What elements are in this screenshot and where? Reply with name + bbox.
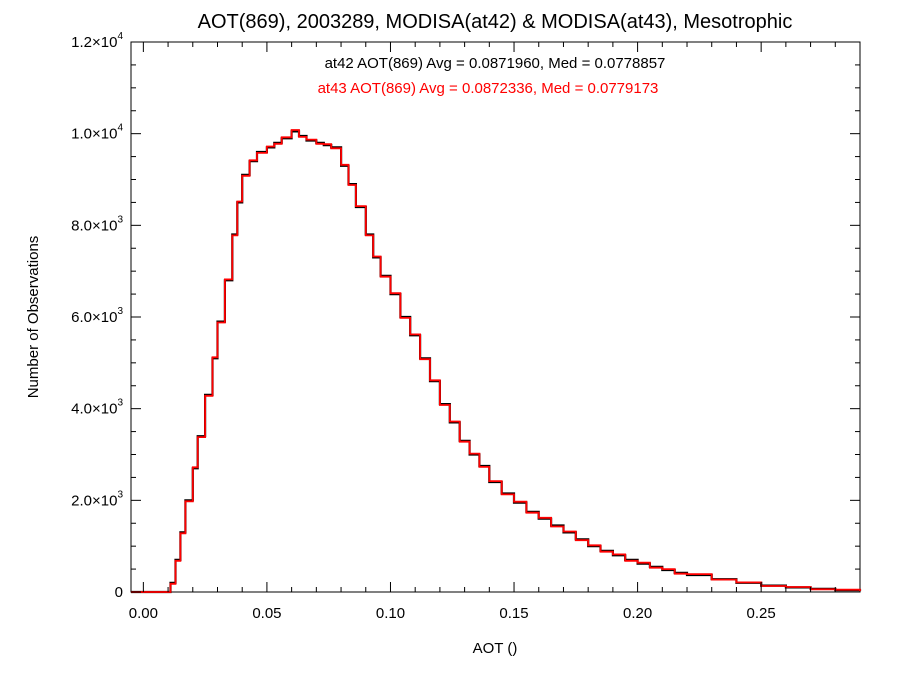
x-tick-label: 0.20 bbox=[623, 605, 652, 622]
plot-area bbox=[131, 129, 862, 594]
y-tick-mantissa: 1.2×10 bbox=[71, 34, 117, 51]
y-tick-exponent: 3 bbox=[117, 398, 123, 409]
y-tick-label: 2.0×103 bbox=[71, 489, 123, 509]
annotation-at43: at43 AOT(869) Avg = 0.0872336, Med = 0.0… bbox=[318, 80, 659, 97]
chart-title: AOT(869), 2003289, MODISA(at42) & MODISA… bbox=[198, 11, 793, 33]
y-tick-exponent: 4 bbox=[117, 31, 123, 42]
y-tick-mantissa: 8.0×10 bbox=[71, 217, 117, 234]
y-tick-label: 1.2×104 bbox=[71, 31, 123, 51]
y-tick-label: 8.0×103 bbox=[71, 214, 123, 234]
series-at43-histogram bbox=[131, 129, 861, 593]
y-tick-mantissa: 6.0×10 bbox=[71, 309, 117, 326]
x-tick-label: 0.05 bbox=[252, 605, 281, 622]
x-tick-label: 0.00 bbox=[129, 605, 158, 622]
y-tick-exponent: 4 bbox=[117, 123, 123, 134]
y-tick-mantissa: 2.0×10 bbox=[71, 492, 117, 509]
x-tick-label: 0.25 bbox=[747, 605, 776, 622]
y-tick-label: 1.0×104 bbox=[71, 123, 123, 143]
x-tick-label: 0.10 bbox=[376, 605, 405, 622]
y-axis: 02.0×1034.0×1036.0×1038.0×1031.0×1041.2×… bbox=[71, 31, 860, 601]
y-tick-label: 4.0×103 bbox=[71, 398, 123, 418]
plot-frame bbox=[130, 41, 861, 593]
annotation-at42: at42 AOT(869) Avg = 0.0871960, Med = 0.0… bbox=[325, 55, 666, 72]
x-tick-label: 0.15 bbox=[499, 605, 528, 622]
y-tick-exponent: 3 bbox=[117, 306, 123, 317]
series-at42-histogram bbox=[131, 130, 862, 594]
y-tick-label: 0 bbox=[115, 584, 123, 601]
y-axis-label: Number of Observations bbox=[25, 236, 42, 399]
y-tick-label: 6.0×103 bbox=[71, 306, 123, 326]
x-axis-label: AOT () bbox=[473, 640, 518, 657]
x-axis: 0.00 0.05 0.10 0.15 0.20 0.25 bbox=[129, 42, 836, 622]
y-tick-mantissa: 4.0×10 bbox=[71, 401, 117, 418]
y-tick-exponent: 3 bbox=[117, 214, 123, 225]
y-tick-exponent: 3 bbox=[117, 489, 123, 500]
y-tick-mantissa: 0 bbox=[115, 584, 123, 601]
y-tick-mantissa: 1.0×10 bbox=[71, 126, 117, 143]
